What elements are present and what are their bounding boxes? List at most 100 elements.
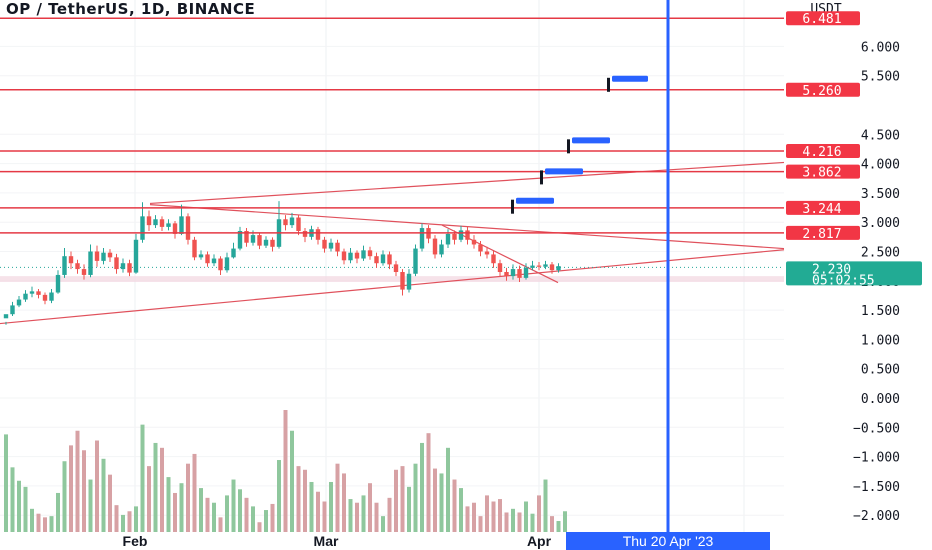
- candle-body: [393, 264, 399, 273]
- level-price-label: 3.244: [802, 202, 841, 217]
- candle-body: [465, 230, 470, 240]
- candle-body: [94, 251, 100, 261]
- volume-bar: [407, 486, 411, 532]
- volume-bar: [517, 512, 522, 532]
- volume-bar: [127, 511, 132, 532]
- candle-body: [244, 230, 249, 243]
- volume-bar: [530, 513, 535, 532]
- level-price-tag: [786, 82, 860, 97]
- volume-bar: [160, 447, 164, 532]
- candlesticks: [3, 201, 561, 325]
- price-tick-label: −1.000: [853, 451, 900, 466]
- volume-bar: [140, 424, 145, 532]
- candle-body: [445, 233, 451, 245]
- volume-bar: [121, 514, 125, 532]
- price-tick-label: −2.000: [853, 509, 900, 524]
- time-axis[interactable]: Feb Mar Apr Thu 20 Apr '23: [0, 532, 786, 550]
- last-price-tag: [786, 261, 922, 286]
- last-price-label: 2.230: [812, 262, 851, 277]
- candle-body: [55, 274, 61, 293]
- candle-body: [367, 250, 373, 257]
- trendline: [149, 204, 785, 250]
- volume-bar: [108, 474, 112, 532]
- candle-body: [348, 252, 353, 261]
- candle-body: [413, 248, 418, 274]
- volume-bar: [472, 502, 476, 532]
- candle-body: [81, 269, 87, 275]
- volume-bar: [62, 461, 67, 532]
- crosshair-date-label: Thu 20 Apr '23: [623, 533, 714, 549]
- candle-body: [198, 254, 204, 258]
- candle-body: [172, 223, 178, 234]
- level-price-tag: [786, 143, 860, 158]
- level-price-tag: [786, 225, 860, 240]
- trendline: [149, 161, 785, 205]
- volume-bar: [368, 483, 372, 532]
- volume-bar: [43, 517, 47, 532]
- volume-bar: [563, 511, 567, 532]
- candle-body: [107, 252, 113, 258]
- candle-body: [283, 219, 288, 226]
- volume-bar: [491, 501, 496, 532]
- volume-bar: [75, 430, 80, 532]
- candle-body: [380, 254, 386, 264]
- candle-body: [224, 257, 230, 271]
- price-tick-label: 4.500: [861, 128, 900, 143]
- volume-bar: [173, 492, 177, 532]
- price-tick-label: 0.500: [861, 363, 900, 378]
- volume-bar: [550, 516, 554, 532]
- candle-body: [458, 230, 464, 240]
- volume-bar: [335, 463, 340, 532]
- candle-body: [556, 266, 561, 271]
- level-price-tag: [786, 200, 860, 215]
- volume-bar: [543, 479, 548, 532]
- countdown-label: 05:02:55: [812, 273, 875, 288]
- volume-bar: [511, 508, 515, 532]
- volume-bar: [329, 481, 333, 532]
- volume-bar: [95, 440, 99, 532]
- volume-bar: [244, 497, 249, 532]
- volume-bar: [238, 489, 242, 532]
- target-tick: [511, 199, 514, 214]
- candle-body: [354, 252, 360, 259]
- candle-body: [166, 223, 171, 227]
- time-tick-label: Apr: [527, 533, 552, 549]
- volume-bar: [361, 495, 366, 532]
- volume-bar: [556, 521, 561, 532]
- volume-bar: [205, 497, 210, 532]
- candle-body: [491, 254, 496, 264]
- chart-grid: [0, 0, 784, 532]
- trendline: [0, 249, 785, 325]
- volume-bar: [283, 410, 288, 532]
- candle-body: [452, 233, 457, 240]
- volume-bar: [264, 510, 268, 532]
- candle-body: [471, 239, 477, 245]
- chart-title: OP / TetherUS, 1D, BINANCE: [6, 0, 256, 18]
- price-tick-label: 3.500: [861, 187, 900, 202]
- candle-body: [335, 242, 340, 252]
- candle-body: [400, 272, 405, 290]
- volume-bar: [504, 512, 509, 532]
- horizontal-levels[interactable]: 6.481 5.260 4.216 3.862 3.244 2.817: [0, 11, 860, 242]
- volume-bar: [446, 447, 450, 532]
- candle-body: [406, 273, 412, 290]
- volume-bar: [251, 506, 255, 532]
- level-price-label: 3.862: [802, 166, 841, 181]
- target-tick: [540, 170, 543, 185]
- price-axis[interactable]: USDT6.0005.5004.5004.0003.5003.0002.5002…: [786, 0, 932, 550]
- candle-body: [75, 263, 80, 270]
- volume-bar: [537, 495, 541, 532]
- candle-body: [192, 239, 197, 258]
- volume-bar: [186, 463, 190, 532]
- candle-body: [543, 264, 548, 267]
- candle-body: [250, 235, 256, 243]
- candle-body: [133, 239, 139, 273]
- target-tick: [607, 77, 610, 92]
- candle-body: [140, 216, 145, 240]
- volume-bar: [134, 506, 138, 532]
- volume-bar: [179, 483, 184, 532]
- candle-body: [510, 269, 516, 277]
- candle-body: [289, 217, 295, 226]
- level-price-label: 2.817: [802, 227, 841, 242]
